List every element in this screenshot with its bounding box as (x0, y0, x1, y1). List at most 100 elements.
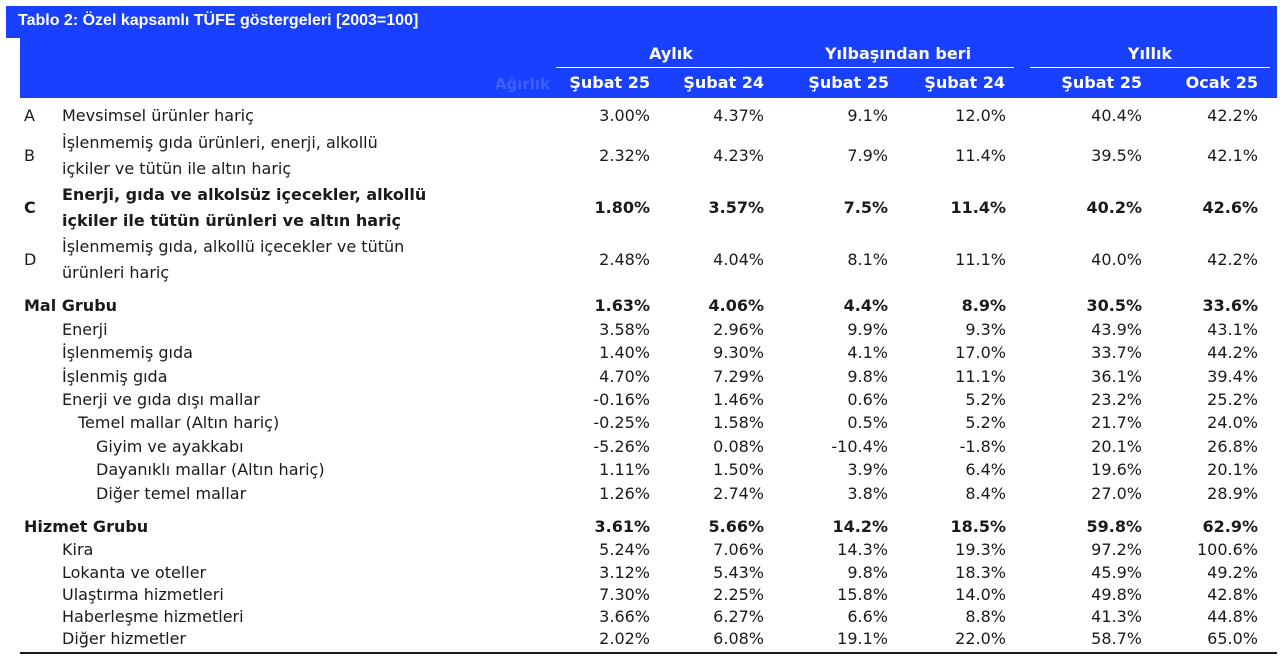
row-value: 6.4% (965, 460, 1006, 479)
row-value: 33.6% (1202, 296, 1258, 315)
row-label: Temel mallar (Altın hariç) (78, 413, 280, 432)
row-label: Enerji, gıda ve alkolsüz içecekler, alko… (62, 185, 427, 204)
row-value: 3.8% (847, 484, 888, 503)
row-value: 4.4% (843, 296, 888, 315)
table-title-bar: Tablo 2: Özel kapsamlı TÜFE göstergeleri… (6, 6, 1277, 38)
row-label: Mal Grubu (24, 296, 118, 315)
row-value: 42.2% (1207, 106, 1258, 125)
row-value: 17.0% (955, 343, 1006, 362)
row-value: 14.2% (832, 517, 888, 536)
row-label: ürünleri hariç (62, 263, 170, 282)
row-value: 28.9% (1207, 484, 1258, 503)
row-value: 14.0% (955, 585, 1006, 604)
row-value: 6.27% (713, 607, 764, 626)
row-value: 0.08% (713, 437, 764, 456)
row-value: 6.08% (713, 629, 764, 648)
table-row: Hizmet Grubu 3.61% 5.66% 14.2% 18.5% 59.8% 62.… (20, 516, 1277, 538)
row-value: 1.40% (599, 343, 650, 362)
row-label: Enerji (62, 320, 108, 339)
row-value: 11.1% (955, 367, 1006, 386)
row-value: 5.66% (708, 517, 764, 536)
weight-column-header: Ağırlık (494, 75, 550, 93)
row-value: 3.57% (708, 198, 764, 217)
row-value: 9.9% (847, 320, 888, 339)
row-value: 5.24% (599, 540, 650, 559)
row-value: 1.26% (599, 484, 650, 503)
table-row: Enerji 3.58% 2.96% 9.9% 9.3% 43.9% 43.1% (20, 319, 1277, 341)
row-value: 9.8% (847, 367, 888, 386)
col-header-yillik-1: Şubat 25 (1061, 73, 1142, 92)
group-underline-aylik (556, 67, 786, 68)
row-value: 62.9% (1202, 517, 1258, 536)
row-value: 24.0% (1207, 413, 1258, 432)
row-value: 43.9% (1091, 320, 1142, 339)
row-value: 20.1% (1207, 460, 1258, 479)
table-row: C Enerji, gıda ve alkolsüz içecekler, alk… (20, 182, 1277, 234)
row-value: 27.0% (1091, 484, 1142, 503)
row-value: 2.02% (599, 629, 650, 648)
row-value: 5.2% (965, 413, 1006, 432)
group-header-aylik: Aylık (649, 44, 693, 63)
group-header-ytd: Yılbaşından beri (824, 44, 972, 63)
row-label: Hizmet Grubu (24, 517, 149, 536)
row-label: Giyim ve ayakkabı (96, 437, 244, 456)
row-label: Mevsimsel ürünler hariç (62, 106, 254, 125)
col-header-ytd-2: Şubat 24 (924, 73, 1005, 92)
row-value: 44.8% (1207, 607, 1258, 626)
row-value: 9.8% (847, 563, 888, 582)
row-value: 8.4% (965, 484, 1006, 503)
row-value: 26.8% (1207, 437, 1258, 456)
row-value: 97.2% (1091, 540, 1142, 559)
row-value: 2.96% (713, 320, 764, 339)
row-value: 15.8% (837, 585, 888, 604)
row-value: 7.06% (713, 540, 764, 559)
row-value: 3.12% (599, 563, 650, 582)
row-value: 6.6% (847, 607, 888, 626)
row-value: 22.0% (955, 629, 1006, 648)
row-value: 4.06% (708, 296, 764, 315)
row-value: 49.8% (1091, 585, 1142, 604)
row-value: 45.9% (1091, 563, 1142, 582)
row-label: Diğer temel mallar (96, 484, 247, 503)
row-value: 11.1% (955, 250, 1006, 269)
table-row: Enerji ve gıda dışı mallar -0.16% 1.46% 0.6… (20, 389, 1277, 411)
row-value: 65.0% (1207, 629, 1258, 648)
row-value: 58.7% (1091, 629, 1142, 648)
table-row: D İşlenmemiş gıda, alkollü içecekler ve t… (20, 234, 1277, 286)
row-label: Enerji ve gıda dışı mallar (62, 390, 260, 409)
row-label: İşlenmemiş gıda, alkollü içecekler ve tü… (62, 237, 405, 256)
row-value: 39.5% (1091, 146, 1142, 165)
row-code: B (24, 146, 35, 165)
row-value: 40.0% (1091, 250, 1142, 269)
bottom-rule (20, 652, 1277, 654)
row-value: 21.7% (1091, 413, 1142, 432)
row-value: 1.80% (594, 198, 650, 217)
row-value: 19.1% (837, 629, 888, 648)
row-label: içkiler ile tütün ürünleri ve altın hari… (62, 211, 401, 230)
col-header-yillik-2: Ocak 25 (1185, 73, 1258, 92)
row-label: Ulaştırma hizmetleri (62, 585, 224, 604)
row-value: 8.9% (961, 296, 1006, 315)
row-value: 59.8% (1086, 517, 1142, 536)
row-value: 3.58% (599, 320, 650, 339)
row-value: 42.6% (1202, 198, 1258, 217)
row-value: 1.11% (599, 460, 650, 479)
row-value: 49.2% (1207, 563, 1258, 582)
row-value: 1.50% (713, 460, 764, 479)
row-value: 33.7% (1091, 343, 1142, 362)
row-value: 8.8% (965, 607, 1006, 626)
table-row: İşlenmemiş gıda 1.40% 9.30% 4.1% 17.0% 33.7% 4… (20, 342, 1277, 364)
table-row: A Mevsimsel ürünler hariç 3.00% 4.37% 9.1% 12… (20, 103, 1277, 129)
table-row: Mal Grubu 1.63% 4.06% 4.4% 8.9% 30.5% 33.6% (20, 295, 1277, 317)
table-row: Diğer temel mallar 1.26% 2.74% 3.8% 8.4% 27.0… (20, 483, 1277, 505)
table-title: Tablo 2: Özel kapsamlı TÜFE göstergeleri… (18, 12, 419, 29)
row-value: 4.04% (713, 250, 764, 269)
row-value: 4.37% (713, 106, 764, 125)
row-value: 3.9% (847, 460, 888, 479)
row-value: 1.46% (713, 390, 764, 409)
table-row: Giyim ve ayakkabı -5.26% 0.08% -10.4% -1.8% 2… (20, 436, 1277, 458)
row-label: İşlenmiş gıda (62, 367, 168, 386)
row-value: -0.25% (593, 413, 650, 432)
group-header-yillik: Yıllık (1127, 44, 1173, 63)
row-value: 40.2% (1086, 198, 1142, 217)
